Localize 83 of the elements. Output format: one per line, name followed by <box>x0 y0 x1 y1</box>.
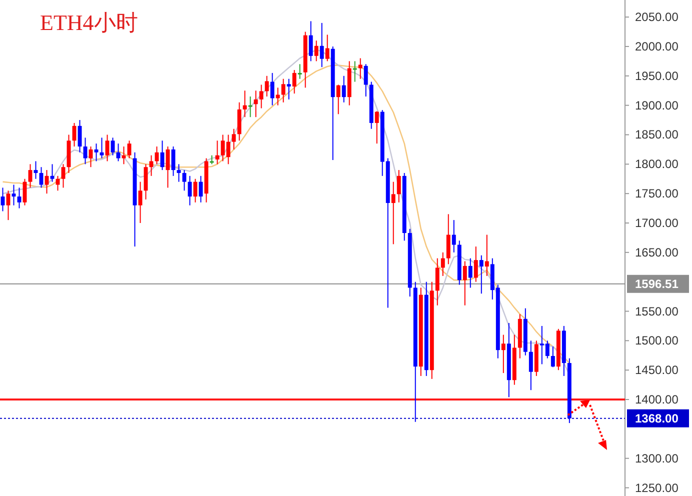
text: ETH4小时 <box>40 10 138 35</box>
candlestick <box>325 34 330 62</box>
y-tick-label: 1450.00 <box>635 363 679 378</box>
candlestick <box>232 128 236 150</box>
candlestick <box>501 334 506 374</box>
candlestick <box>88 146 93 168</box>
candlestick <box>468 258 472 288</box>
candlestick <box>61 164 66 188</box>
candlestick <box>298 64 302 80</box>
candlestick <box>474 246 478 282</box>
candlestick <box>6 190 10 221</box>
y-tick-label: 1900.00 <box>635 98 679 112</box>
candlestick <box>264 75 269 97</box>
candlestick <box>100 137 104 159</box>
y-tick-label: 2000.00 <box>635 39 679 54</box>
candlestick <box>193 178 198 203</box>
candlestick <box>286 78 291 100</box>
candlestick <box>17 187 22 209</box>
y-tick-label: 1850.00 <box>635 128 679 142</box>
candlestick <box>281 78 286 103</box>
candlestick <box>149 154 154 176</box>
candlestick <box>374 110 379 144</box>
candlestick <box>364 64 368 97</box>
candlestick <box>276 87 280 106</box>
candlestick <box>342 75 346 103</box>
candlestick <box>138 181 142 224</box>
candlestick <box>127 140 132 159</box>
candlestick <box>144 164 148 200</box>
y-tick-label: 1250.00 <box>635 480 679 495</box>
candlestick <box>462 260 467 306</box>
candlestick <box>270 72 274 106</box>
y-tick-label: 1500.00 <box>635 334 679 348</box>
candlestick <box>484 234 489 276</box>
y-tick-label: 1650.00 <box>635 245 679 260</box>
candlestick <box>308 20 313 62</box>
y-tick-label: 1550.00 <box>635 304 679 318</box>
candlestick <box>83 137 88 165</box>
candlestick <box>94 143 98 162</box>
candlestick <box>160 140 164 171</box>
y-tick-label: 1800.00 <box>635 157 679 172</box>
candlestick <box>452 220 456 253</box>
candlestick <box>550 346 555 368</box>
candlestick <box>440 252 445 276</box>
y-tick-label: 1400.00 <box>635 392 679 407</box>
candlestick <box>396 170 401 203</box>
candlestick <box>314 40 318 62</box>
candlestick <box>166 146 170 188</box>
candlestick <box>352 60 357 82</box>
y-tick-label: 2050.00 <box>635 10 679 24</box>
y-tick-label: 1300.00 <box>635 451 679 466</box>
candlestick <box>215 140 220 165</box>
candlestick <box>259 84 264 109</box>
candlestick <box>110 137 115 156</box>
candlestick <box>72 122 76 148</box>
candlestick <box>182 170 186 192</box>
candlestick <box>188 175 192 206</box>
candlestick <box>122 146 126 165</box>
candlestick <box>446 214 450 265</box>
candlestick <box>391 181 396 245</box>
candlestick <box>320 22 324 68</box>
candlestick <box>248 96 252 118</box>
candlestick <box>254 90 258 118</box>
candlestick <box>528 340 533 391</box>
y-tick-label: 1700.00 <box>635 216 679 230</box>
candlestick <box>154 146 159 165</box>
y-tick-label: 1950.00 <box>635 68 679 83</box>
candlestick <box>105 134 110 162</box>
candlestick <box>176 164 181 182</box>
candlestick <box>292 70 296 94</box>
y-tick-label: 1750.00 <box>635 186 679 201</box>
candlestick <box>198 175 203 203</box>
candlestick <box>358 58 362 80</box>
ref-line-label: 1368.00 <box>635 411 679 426</box>
candlestick <box>0 187 5 212</box>
ref-line-label: 1596.51 <box>635 276 679 291</box>
candlestick <box>28 164 32 188</box>
candlestick <box>336 84 340 115</box>
candlestick <box>435 258 440 306</box>
candlestick <box>78 120 82 153</box>
candlestick <box>116 143 120 162</box>
candlestick <box>242 90 247 118</box>
candlestick <box>479 254 484 294</box>
candlestick <box>171 146 176 176</box>
